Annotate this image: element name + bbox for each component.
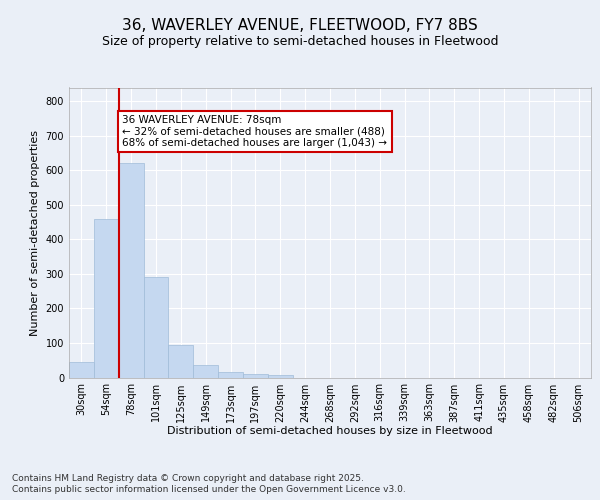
- Bar: [268, 376, 293, 378]
- Bar: [193, 366, 218, 378]
- Text: 36 WAVERLEY AVENUE: 78sqm
← 32% of semi-detached houses are smaller (488)
68% of: 36 WAVERLEY AVENUE: 78sqm ← 32% of semi-…: [122, 115, 388, 148]
- Text: Contains HM Land Registry data © Crown copyright and database right 2025.: Contains HM Land Registry data © Crown c…: [12, 474, 364, 483]
- Bar: [218, 372, 243, 378]
- Y-axis label: Number of semi-detached properties: Number of semi-detached properties: [30, 130, 40, 336]
- Bar: [143, 278, 169, 378]
- Bar: [94, 218, 119, 378]
- Text: 36, WAVERLEY AVENUE, FLEETWOOD, FY7 8BS: 36, WAVERLEY AVENUE, FLEETWOOD, FY7 8BS: [122, 18, 478, 32]
- Text: Size of property relative to semi-detached houses in Fleetwood: Size of property relative to semi-detach…: [102, 35, 498, 48]
- Bar: [169, 346, 193, 378]
- X-axis label: Distribution of semi-detached houses by size in Fleetwood: Distribution of semi-detached houses by …: [167, 426, 493, 436]
- Bar: [119, 164, 143, 378]
- Text: Contains public sector information licensed under the Open Government Licence v3: Contains public sector information licen…: [12, 486, 406, 494]
- Bar: [69, 362, 94, 378]
- Bar: [243, 374, 268, 378]
